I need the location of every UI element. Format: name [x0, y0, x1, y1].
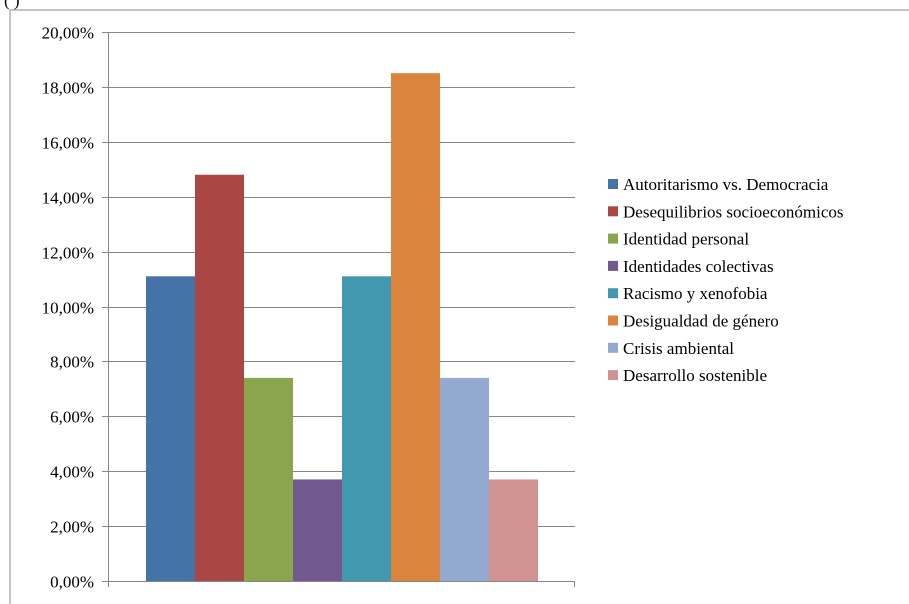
legend-label: Autoritarismo vs. Democracia [623, 175, 829, 194]
legend-label: Desarrollo sostenible [623, 366, 767, 385]
header-fragment: ( ) [4, 0, 20, 10]
legend-swatch [608, 260, 618, 271]
y-tick-label: 10,00% [42, 299, 94, 318]
y-tick-label: 0,00% [50, 573, 94, 592]
bar [342, 276, 391, 581]
legend-swatch [608, 288, 618, 299]
y-tick-label: 16,00% [42, 134, 94, 153]
y-tick-label: 18,00% [42, 79, 94, 98]
axes [108, 32, 575, 587]
legend-swatch [608, 315, 618, 326]
bar [244, 377, 293, 581]
legend: Autoritarismo vs. Democracia Desequilibri… [608, 175, 844, 385]
y-tick-label: 6,00% [50, 408, 94, 427]
y-tick-label: 8,00% [50, 353, 94, 372]
legend-swatch [608, 233, 618, 244]
legend-label: Identidad personal [623, 230, 749, 249]
legend-label: Desigualdad de género [623, 312, 779, 331]
y-tick-label: 2,00% [50, 518, 94, 537]
legend-label: Desequilibrios socioeconómicos [623, 202, 844, 221]
y-tick-label: 4,00% [50, 463, 94, 482]
bar [146, 276, 195, 581]
y-tick-label: 12,00% [42, 244, 94, 263]
legend-label: Identidades colectivas [623, 257, 774, 276]
legend-swatch [608, 206, 618, 217]
bar [440, 377, 489, 581]
bar [391, 73, 440, 582]
y-tick-label: 20,00% [42, 24, 94, 43]
y-tick-labels: 0,00% 2,00% 4,00% 6,00% 8,00% 10,00% 12,00% 14,… [42, 24, 94, 592]
legend-label: Racismo y xenofobia [623, 284, 768, 303]
bar [293, 479, 342, 581]
legend-swatch [608, 370, 618, 381]
bar [195, 174, 244, 582]
y-tick-label: 14,00% [42, 189, 94, 208]
legend-swatch [608, 342, 618, 353]
bars [146, 73, 538, 582]
bar [489, 479, 538, 581]
legend-label: Crisis ambiental [623, 339, 734, 358]
legend-swatch [608, 179, 618, 189]
